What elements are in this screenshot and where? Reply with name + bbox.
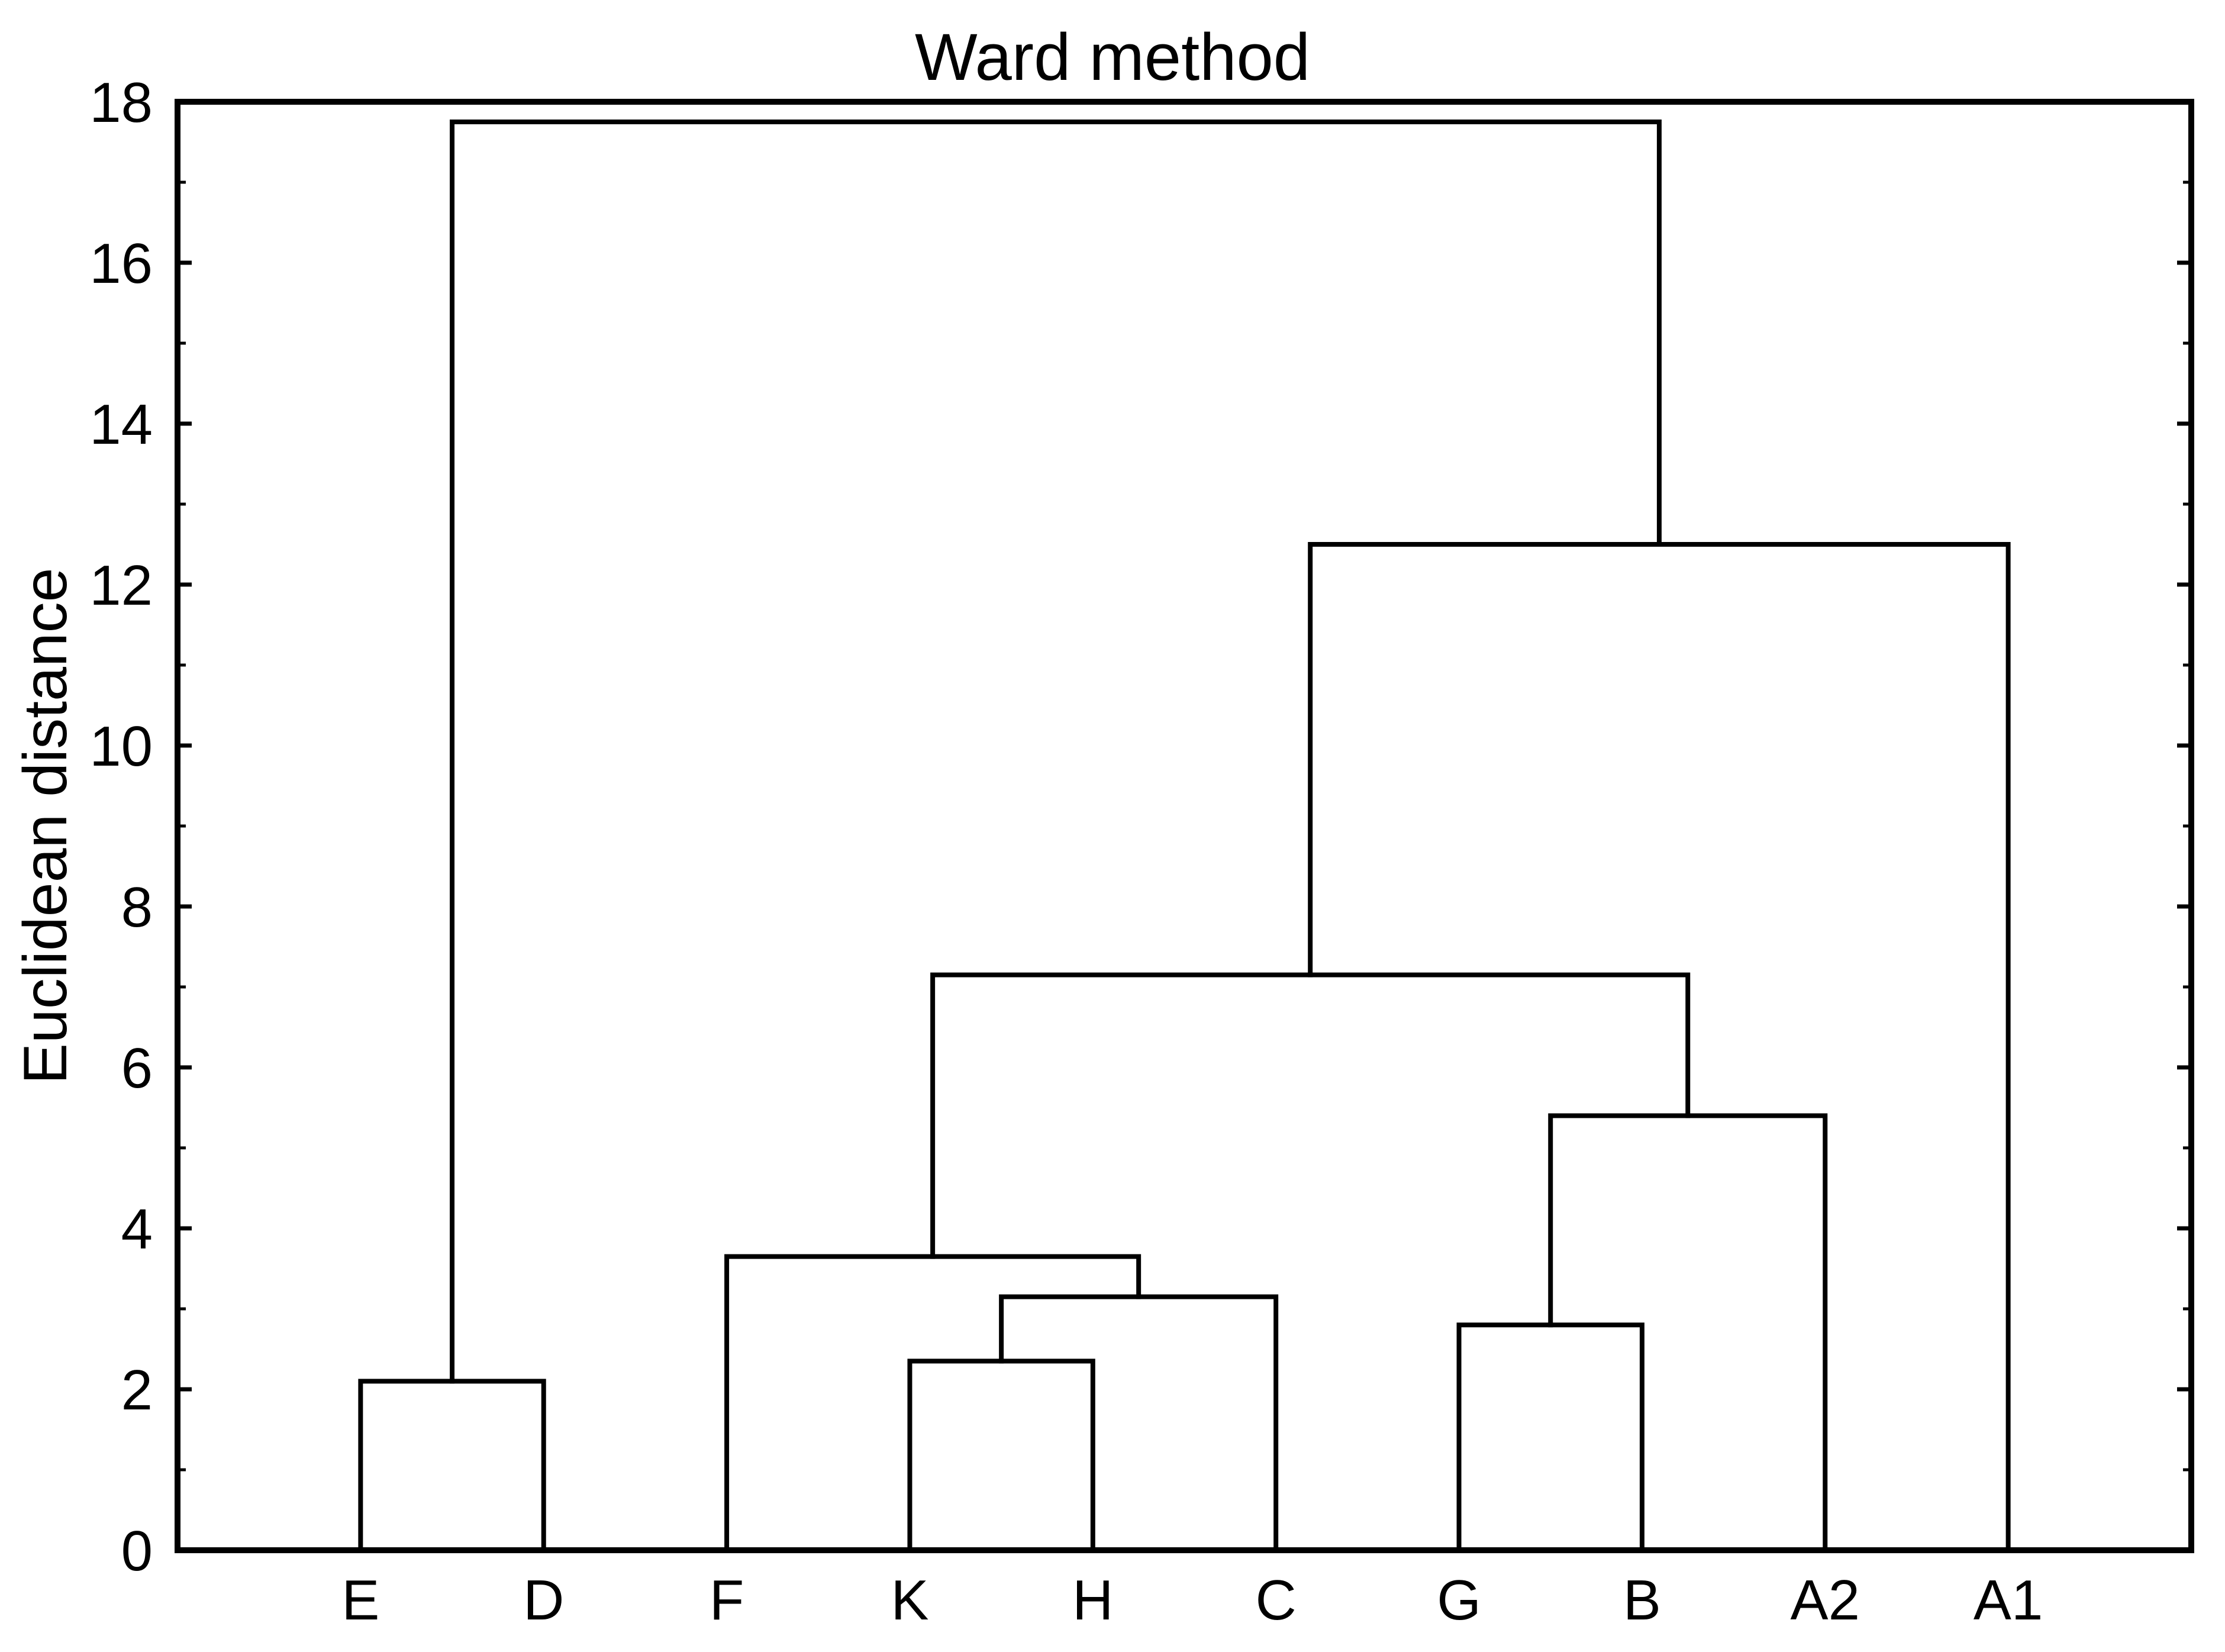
- x-label-H: H: [1072, 1569, 1113, 1632]
- x-label-C: C: [1256, 1569, 1297, 1632]
- y-tick-label-10: 10: [89, 715, 153, 778]
- merge-KH-C: [999, 1294, 1279, 1553]
- merge-ED-MIDA1: [450, 120, 1662, 1384]
- merge-K-H: [907, 1359, 1095, 1553]
- x-label-A1: A1: [1974, 1569, 2043, 1632]
- merge-G-B: [1456, 1322, 1644, 1553]
- merge-F-KHC: [724, 1254, 1141, 1553]
- x-label-B: B: [1623, 1569, 1661, 1632]
- y-tick-label-0: 0: [121, 1519, 153, 1583]
- x-label-K: K: [891, 1569, 928, 1632]
- y-tick-label-16: 16: [89, 232, 153, 295]
- y-tick-label-14: 14: [89, 393, 153, 456]
- x-label-G: G: [1437, 1569, 1481, 1632]
- y-tick-label-18: 18: [89, 71, 153, 134]
- x-label-E: E: [341, 1569, 379, 1632]
- y-tick-label-12: 12: [89, 554, 153, 617]
- plot-frame: [175, 99, 2194, 1553]
- merge-E-D: [358, 1379, 546, 1553]
- x-label-D: D: [523, 1569, 564, 1632]
- x-label-F: F: [710, 1569, 744, 1632]
- merge-GB-A2: [1548, 1113, 1828, 1553]
- x-label-A2: A2: [1791, 1569, 1860, 1632]
- y-tick-label-2: 2: [121, 1359, 153, 1422]
- merge-MID-A1: [1308, 542, 2011, 1553]
- y-tick-label-8: 8: [121, 876, 153, 939]
- chart-title: Ward method: [915, 20, 1310, 94]
- y-tick-label-6: 6: [121, 1037, 153, 1100]
- axes: 0 2 4 6 8 10 12 14 16 18 E D F K H C G B A2 A1: [89, 71, 2194, 1632]
- y-tick-label-4: 4: [121, 1198, 153, 1261]
- dendrogram-tree: [358, 120, 2011, 1553]
- y-axis-title: Euclidean distance: [11, 567, 80, 1084]
